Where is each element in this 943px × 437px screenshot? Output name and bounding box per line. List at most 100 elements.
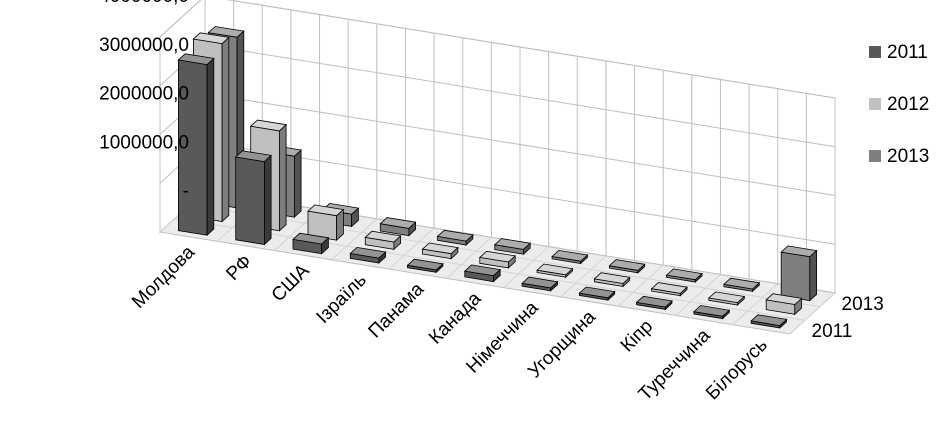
x-tick-label: Кіпр xyxy=(617,316,657,356)
depth-axis: 2013 2011 xyxy=(812,294,884,342)
bar-top xyxy=(665,268,703,281)
bar-front xyxy=(235,156,265,245)
floor-gridline xyxy=(560,255,607,298)
bar xyxy=(349,246,387,264)
bar-top xyxy=(249,119,287,132)
bar-front xyxy=(780,251,811,302)
bar xyxy=(693,305,731,320)
bar xyxy=(177,53,215,237)
bar xyxy=(463,264,502,283)
legend-label: 2011 xyxy=(887,42,928,63)
bar xyxy=(379,217,417,237)
depth-tick-label: 2011 xyxy=(812,321,853,342)
floor-gridline xyxy=(503,246,549,289)
bar xyxy=(723,277,761,293)
bar xyxy=(608,259,646,274)
bar xyxy=(234,150,272,246)
bar-top xyxy=(521,276,559,289)
bar-side xyxy=(221,36,230,223)
x-tick-label: Канада xyxy=(425,288,486,349)
y-axis: - 1000000,0 2000000,0 3000000,0 4000000,0 xyxy=(99,0,189,202)
bar-top xyxy=(578,286,616,299)
legend-swatch xyxy=(869,98,881,110)
gridline xyxy=(159,0,836,99)
bar-top xyxy=(234,150,272,163)
bar-side xyxy=(263,154,272,246)
floor-gridline xyxy=(675,274,721,316)
bar xyxy=(307,204,345,242)
bar-top xyxy=(307,204,345,217)
bar-side xyxy=(206,57,215,237)
bar xyxy=(436,229,474,246)
x-tick-label: Ізраїль xyxy=(313,270,371,328)
floor-gridline xyxy=(446,236,492,279)
legend-swatch xyxy=(869,150,881,162)
bar-top xyxy=(593,272,631,284)
y-tick-label: 2000000,0 xyxy=(99,84,189,105)
legend-swatch xyxy=(869,46,881,58)
bar-top xyxy=(463,264,502,277)
floor-gridline xyxy=(331,218,378,261)
bar xyxy=(578,286,616,302)
bar xyxy=(708,291,746,306)
bar-top xyxy=(723,277,761,290)
bar-top xyxy=(207,26,245,38)
bar-side xyxy=(293,149,302,219)
floor-gridline xyxy=(388,227,435,270)
bar-top xyxy=(177,53,215,66)
y-tick-label: 1000000,0 xyxy=(99,132,189,153)
bar xyxy=(292,232,330,255)
floor-gridline xyxy=(789,292,836,335)
bar-top xyxy=(379,217,417,229)
bar-top xyxy=(478,250,517,263)
bar-top xyxy=(708,291,746,304)
bar xyxy=(364,230,402,251)
bar xyxy=(750,314,788,329)
bar-side xyxy=(278,123,287,232)
bar xyxy=(551,249,589,265)
y-tick-label: 4000000,0 xyxy=(99,0,189,7)
x-tick-label: США xyxy=(268,260,314,306)
bar xyxy=(478,250,517,269)
bar-side xyxy=(809,249,817,302)
bar xyxy=(421,242,459,260)
bar-top xyxy=(765,293,803,305)
x-tick-label: Білорусь xyxy=(702,334,772,404)
bar-top xyxy=(536,263,574,276)
bar-top xyxy=(650,282,688,294)
bar-top xyxy=(551,249,589,262)
floor-gridline xyxy=(732,283,779,326)
bar-top xyxy=(364,230,402,243)
bar xyxy=(406,258,444,274)
legend-label: 2012 xyxy=(887,94,929,115)
bar xyxy=(593,272,631,288)
floor-gridline xyxy=(617,264,664,307)
bar xyxy=(665,268,703,283)
x-tick-label: РФ xyxy=(222,251,256,285)
bar-top xyxy=(406,258,444,271)
bar xyxy=(536,263,574,279)
bar-top xyxy=(292,232,330,245)
x-tick-label: Панама xyxy=(365,279,429,343)
bar-top xyxy=(349,246,387,259)
bar xyxy=(765,293,803,316)
bar-top xyxy=(780,245,818,258)
bar-top xyxy=(693,305,731,317)
bar-top xyxy=(421,242,459,255)
chart-bars xyxy=(177,26,818,329)
bar-top xyxy=(436,229,474,242)
y-tick-label: - xyxy=(183,181,189,202)
y-tick-label: 3000000,0 xyxy=(99,35,189,56)
x-tick-label: Молдова xyxy=(128,241,199,312)
bar xyxy=(521,276,559,292)
bar-top xyxy=(750,314,788,327)
bar-top xyxy=(493,238,532,250)
legend-label: 2013 xyxy=(887,146,929,167)
bar xyxy=(493,238,532,256)
bar xyxy=(650,282,688,297)
bar-top xyxy=(192,32,230,45)
bar-top xyxy=(635,295,673,308)
bar-top xyxy=(608,259,646,271)
legend: 2011 2012 2013 xyxy=(869,42,929,167)
